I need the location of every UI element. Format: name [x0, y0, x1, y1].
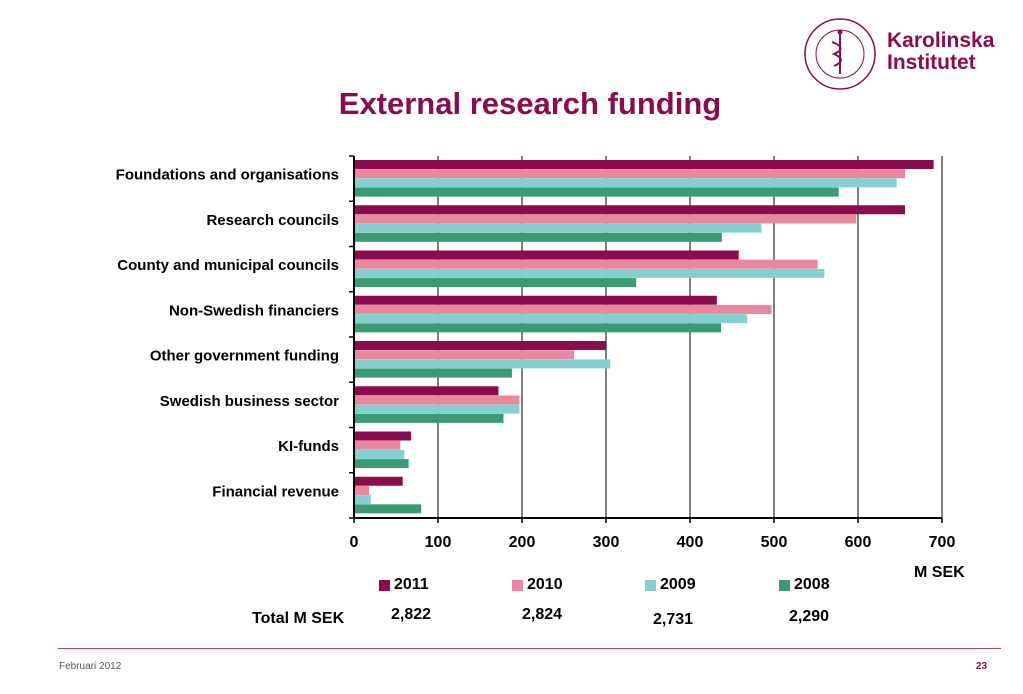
page-number: 23: [976, 661, 988, 672]
bar-2011: [354, 250, 739, 260]
legend-label: 2010: [527, 576, 563, 593]
legend-item-2008: 2008: [779, 576, 830, 594]
footer-date: Februari 2012: [59, 661, 122, 672]
bar-2008: [354, 187, 839, 197]
category-label: Swedish business sector: [160, 393, 339, 410]
bar-2011: [354, 476, 403, 486]
total-value: 2,731: [653, 611, 694, 628]
legend-item-2010: 2010: [512, 576, 563, 594]
x-tick-label: 700: [929, 534, 956, 551]
total-value: 2,822: [391, 606, 432, 623]
bar-2009: [354, 178, 897, 188]
bar-2008: [354, 278, 637, 288]
legend-swatch: [512, 579, 523, 591]
legend-label: 2011: [394, 576, 429, 593]
legend-item-2011: 2011: [379, 576, 429, 594]
x-tick-label: 100: [425, 534, 452, 551]
bar-2009: [354, 449, 405, 459]
bar-2009: [354, 223, 762, 233]
bar-2009: [354, 314, 748, 324]
x-tick-label: 500: [761, 534, 788, 551]
bar-2008: [354, 459, 409, 469]
category-label: KI-funds: [278, 438, 339, 455]
legend-swatch: [379, 579, 390, 591]
page-title: External research funding: [338, 86, 722, 121]
bar-2010: [354, 350, 575, 360]
category-label: Non-Swedish financiers: [169, 302, 339, 319]
category-label: Financial revenue: [212, 483, 339, 500]
bar-2010: [354, 169, 906, 179]
bar-2011: [354, 431, 412, 441]
x-tick-label: 200: [509, 534, 536, 551]
bar-2009: [354, 359, 611, 369]
bar-2011: [354, 295, 717, 305]
bar-2009: [354, 268, 825, 278]
category-label: Other government funding: [150, 348, 339, 365]
karolinska-logo: [798, 14, 1008, 94]
bar-2010: [354, 259, 818, 269]
bar-2008: [354, 323, 722, 333]
category-label: Foundations and organisations: [116, 167, 339, 184]
total-value: 2,824: [522, 606, 563, 623]
bar-2011: [354, 160, 934, 169]
legend-swatch: [645, 579, 656, 591]
legend-item-2009: 2009: [645, 576, 696, 594]
totals-label: Total M SEK: [252, 610, 345, 627]
bar-2009: [354, 404, 520, 414]
bar-2011: [354, 205, 906, 215]
seal-icon: [804, 18, 876, 90]
bar-2010: [354, 485, 370, 495]
x-tick-label: 0: [350, 534, 359, 551]
x-tick-label: 400: [677, 534, 704, 551]
footer-divider: [58, 648, 1001, 649]
bar-2010: [354, 395, 520, 405]
total-value: 2,290: [789, 608, 830, 625]
bar-2011: [354, 386, 499, 396]
bar-2008: [354, 368, 512, 378]
bar-2008: [354, 413, 504, 423]
logo-wordmark: Karolinska Institutet: [887, 29, 995, 74]
bar-2008: [354, 232, 722, 242]
bar-2010: [354, 304, 772, 314]
bar-2010: [354, 214, 857, 224]
bar-2009: [354, 495, 371, 505]
x-tick-label: 600: [845, 534, 872, 551]
bar-2008: [354, 504, 422, 514]
legend-swatch: [779, 579, 790, 591]
category-label: Research councils: [206, 212, 339, 229]
legend-label: 2009: [660, 576, 696, 593]
bar-2011: [354, 341, 606, 350]
category-label: County and municipal councils: [117, 257, 339, 274]
x-tick-label: 300: [593, 534, 620, 551]
bar-2010: [354, 440, 401, 450]
legend-label: 2008: [794, 576, 830, 593]
x-axis-unit-label: M SEK: [914, 564, 965, 581]
